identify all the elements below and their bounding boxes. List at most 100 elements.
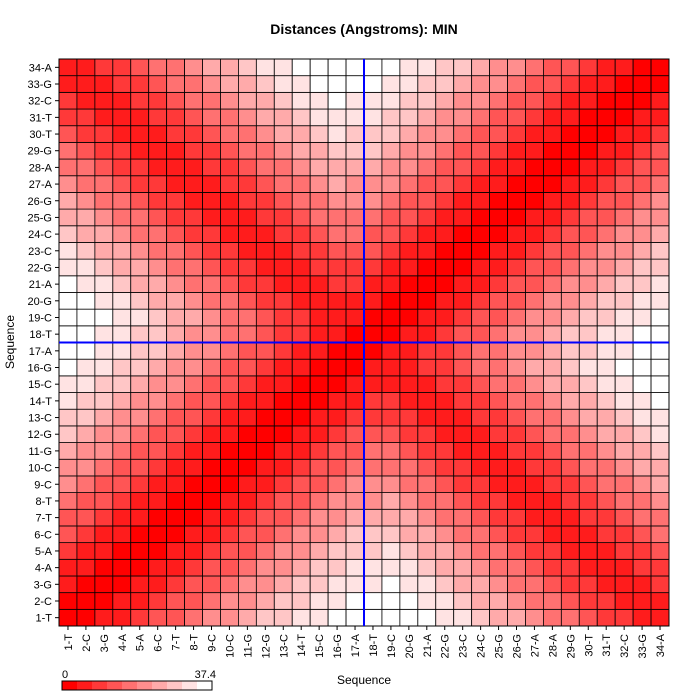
heatmap-cell xyxy=(632,575,652,594)
heatmap-cell xyxy=(632,358,652,377)
heatmap-cell xyxy=(453,58,473,77)
heatmap-cell xyxy=(543,558,562,577)
heatmap-cell xyxy=(560,408,580,427)
heatmap-cell xyxy=(471,408,490,427)
heatmap-cell xyxy=(291,542,311,560)
heatmap-cell xyxy=(543,208,562,227)
heatmap-cell xyxy=(273,125,293,143)
heatmap-cell xyxy=(327,608,347,627)
heatmap-cell xyxy=(76,492,96,510)
y-tick-label: 9-C xyxy=(34,479,52,491)
heatmap-cell xyxy=(525,58,544,77)
heatmap-cell xyxy=(632,342,652,360)
heatmap-cell xyxy=(399,342,419,360)
heatmap-cell xyxy=(58,242,78,260)
heatmap-cell xyxy=(596,458,616,477)
x-tick-label: 16-G xyxy=(332,634,344,658)
heatmap-cell xyxy=(94,475,114,493)
heatmap-cell xyxy=(112,91,132,110)
heatmap-cell xyxy=(327,292,347,310)
heatmap-cell xyxy=(202,425,221,443)
heatmap-cell xyxy=(291,525,311,544)
heatmap-cell xyxy=(238,225,257,243)
heatmap-cell xyxy=(417,558,437,577)
heatmap-cell xyxy=(417,358,437,377)
heatmap-cell xyxy=(471,108,490,127)
heatmap-cell xyxy=(76,125,96,143)
heatmap-cell xyxy=(507,475,526,493)
heatmap-cell xyxy=(453,308,473,327)
heatmap-cell xyxy=(58,425,78,443)
heatmap-cell xyxy=(560,292,580,310)
heatmap-cell xyxy=(435,208,455,227)
heatmap-cell xyxy=(58,442,78,460)
heatmap-cell xyxy=(632,242,652,260)
heatmap-cell xyxy=(184,258,203,277)
heatmap-cell xyxy=(220,492,239,510)
heatmap-cell xyxy=(560,275,580,293)
heatmap-cell xyxy=(543,458,562,477)
heatmap-cell xyxy=(543,342,562,360)
heatmap-cell xyxy=(525,75,544,93)
heatmap-cell xyxy=(291,192,311,210)
heatmap-cell xyxy=(202,192,221,210)
heatmap-cell xyxy=(166,242,185,260)
heatmap-cell xyxy=(632,125,652,143)
heatmap-cell xyxy=(363,592,383,610)
heatmap-cell xyxy=(345,141,365,160)
heatmap-cell xyxy=(632,225,652,243)
heatmap-cell xyxy=(381,342,401,360)
heatmap-cell xyxy=(471,392,490,410)
heatmap-cell xyxy=(166,525,185,544)
heatmap-cell xyxy=(507,525,526,544)
heatmap-cell xyxy=(543,108,562,127)
heatmap-cell xyxy=(220,208,239,227)
heatmap-cell xyxy=(363,558,383,577)
heatmap-cell xyxy=(363,542,383,560)
heatmap-cell xyxy=(345,558,365,577)
heatmap-cell xyxy=(130,258,150,277)
heatmap-cell xyxy=(255,358,275,377)
heatmap-cell xyxy=(184,308,203,327)
heatmap-cell xyxy=(614,558,634,577)
heatmap-cell xyxy=(58,508,78,527)
heatmap-cell xyxy=(255,608,275,627)
heatmap-cell xyxy=(543,75,562,93)
heatmap-cell xyxy=(417,292,437,310)
heatmap-cell xyxy=(453,242,473,260)
heatmap-cell xyxy=(273,175,293,193)
heatmap-cell xyxy=(130,225,150,243)
heatmap-cell xyxy=(596,358,616,377)
heatmap-cell xyxy=(76,425,96,443)
heatmap-cell xyxy=(238,325,257,343)
heatmap-cell xyxy=(94,108,114,127)
heatmap-cell xyxy=(327,592,347,610)
heatmap-cell xyxy=(560,58,580,77)
heatmap-cell xyxy=(130,575,150,594)
y-tick-labels: 1-T 2-C 3-G 4-A 5-A 6-C 7-T 8-T 9-C 10-C 11-G 12-G 1… xyxy=(28,62,59,625)
heatmap-cell xyxy=(238,492,257,510)
heatmap-cell xyxy=(471,125,490,143)
heatmap-cell xyxy=(471,141,490,160)
heatmap-cell xyxy=(381,91,401,110)
heatmap-cell xyxy=(291,475,311,493)
heatmap-cell xyxy=(148,558,168,577)
heatmap-cell xyxy=(560,608,580,627)
heatmap-cell xyxy=(381,308,401,327)
heatmap-cell xyxy=(309,442,329,460)
heatmap-cell xyxy=(76,108,96,127)
heatmap-cell xyxy=(632,141,652,160)
heatmap-cell xyxy=(238,58,257,77)
heatmap-cell xyxy=(76,242,96,260)
heatmap-cell xyxy=(435,358,455,377)
heatmap-cell xyxy=(166,175,185,193)
heatmap-cell xyxy=(596,508,616,527)
heatmap-cell xyxy=(327,358,347,377)
heatmap-cell xyxy=(291,125,311,143)
heatmap-cell xyxy=(507,308,526,327)
heatmap-cell xyxy=(112,225,132,243)
heatmap-cell xyxy=(560,392,580,410)
heatmap-cell xyxy=(112,608,132,627)
heatmap-cell xyxy=(94,442,114,460)
heatmap-cell xyxy=(399,375,419,393)
